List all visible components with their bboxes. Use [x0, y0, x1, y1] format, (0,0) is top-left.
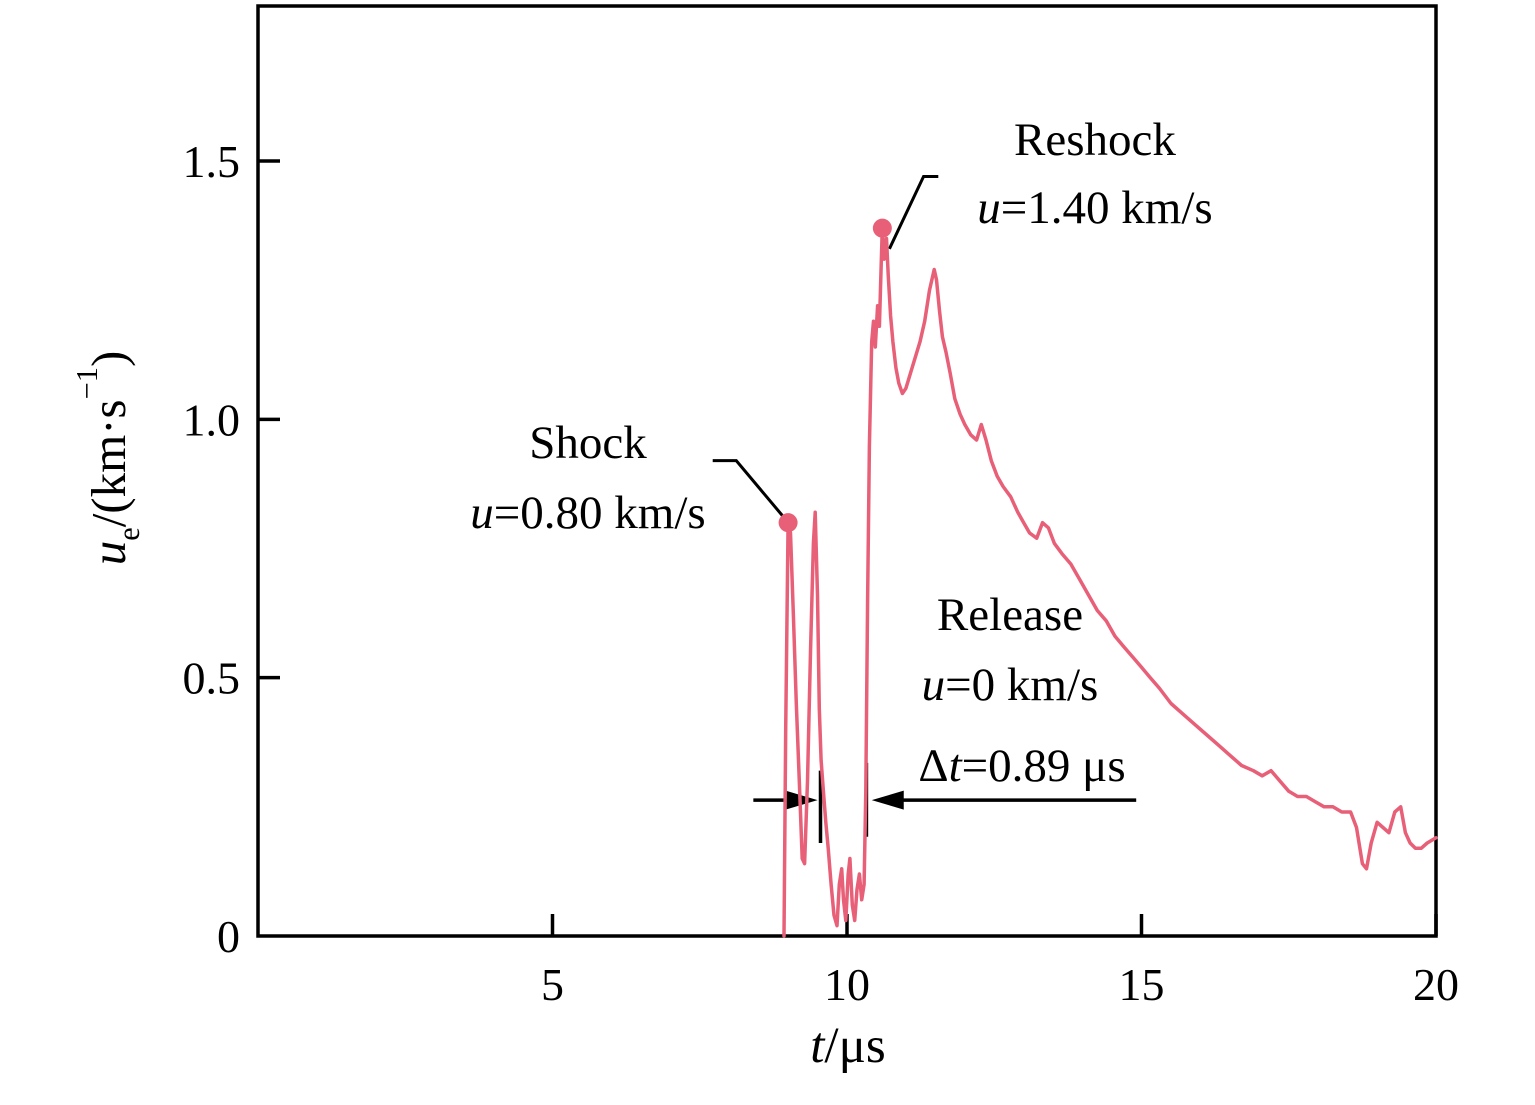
y-label-subscript: e: [112, 527, 147, 541]
y-label-symbol: u: [81, 540, 137, 566]
annotation-shock: Shock u=0.80 km/s: [470, 408, 705, 548]
shock-point-marker: [778, 513, 798, 533]
x-axis-label: t/μs: [810, 1017, 886, 1075]
annotation-release: Release u=0 km/s: [922, 580, 1099, 720]
annotation-shock-title: Shock: [529, 417, 647, 469]
x-tick-label: 15: [1119, 959, 1165, 1010]
annotation-reshock-title: Reshock: [1014, 114, 1176, 166]
reshock-leader: [888, 175, 939, 250]
x-tick-label: 20: [1413, 959, 1459, 1010]
velocity-curve: [782, 226, 1438, 938]
x-tick-label: 5: [541, 959, 564, 1010]
y-tick-label: 1.5: [183, 136, 241, 187]
delta-t-right-arrow-head: [871, 790, 904, 810]
y-tick-label: 0.5: [183, 653, 241, 704]
y-tick-label: 1.0: [183, 394, 241, 445]
x-label-symbol: t: [810, 1018, 825, 1074]
annotation-reshock: Reshock u=1.40 km/s: [977, 106, 1212, 242]
y-label-exponent: −1: [70, 367, 105, 400]
y-tick-label: 0: [217, 911, 240, 962]
x-label-units: /μs: [824, 1018, 886, 1074]
annotation-reshock-value: u=1.40 km/s: [977, 182, 1213, 234]
reshock-point-marker: [872, 218, 892, 238]
x-tick-label: 10: [824, 959, 870, 1010]
annotation-delta-t: Δt=0.89 μs: [918, 740, 1126, 792]
y-label-close: ): [81, 350, 137, 368]
y-label-units: /(km·s: [81, 399, 137, 528]
annotation-shock-value: u=0.80 km/s: [470, 487, 706, 539]
annotation-release-value: u=0 km/s: [921, 659, 1099, 711]
plot-frame: [256, 4, 1438, 938]
shock-leader: [712, 459, 786, 519]
annotation-release-title: Release: [936, 589, 1084, 641]
y-axis-label: ue/(km·s−1): [70, 350, 147, 566]
